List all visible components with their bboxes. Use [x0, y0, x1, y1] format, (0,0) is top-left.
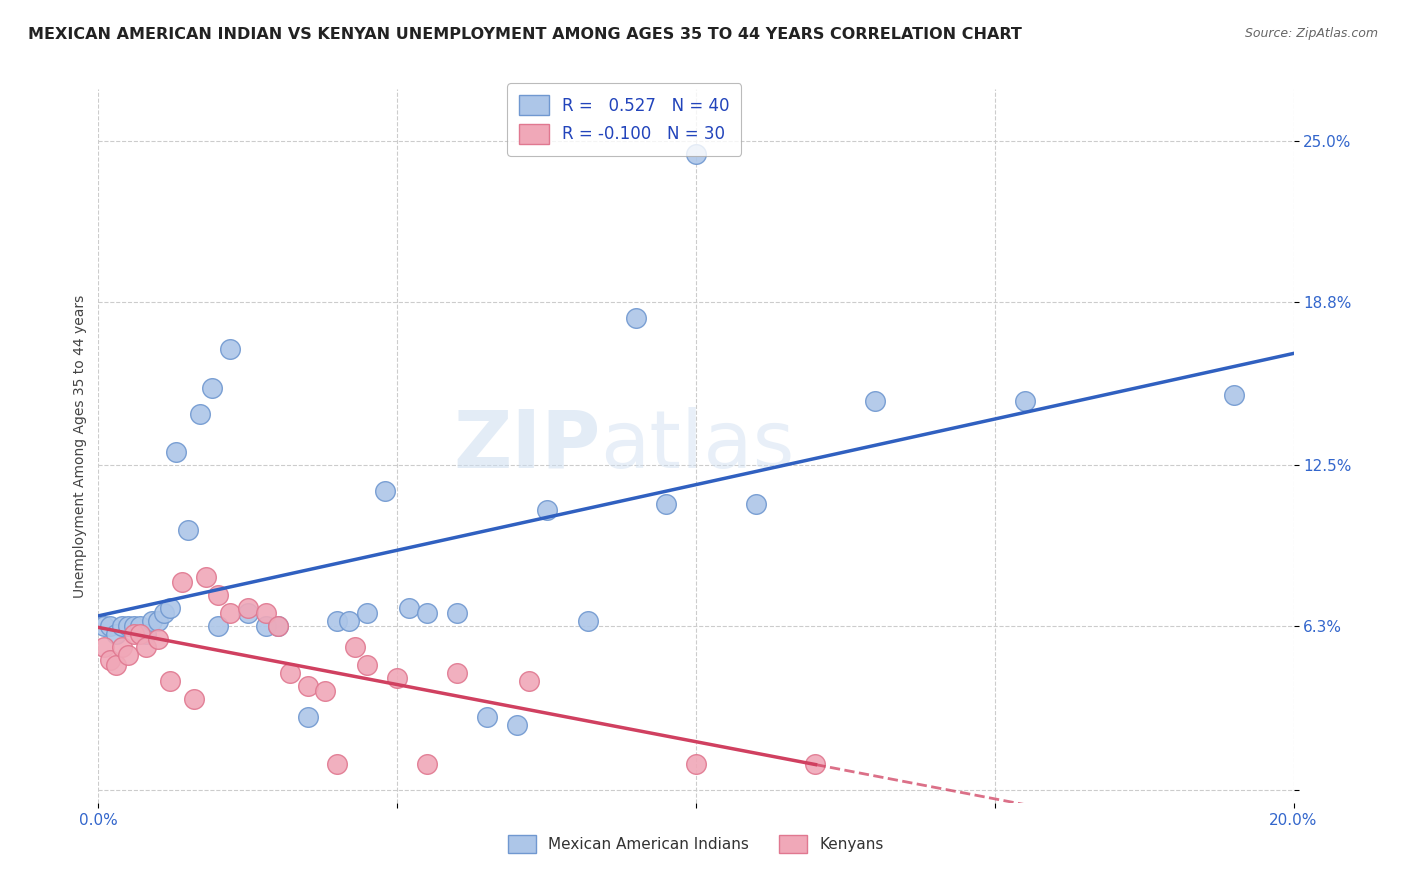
Point	[207, 619, 229, 633]
Point	[188, 407, 211, 421]
Point	[374, 484, 396, 499]
Point	[278, 666, 301, 681]
Point	[398, 601, 420, 615]
Point	[517, 673, 540, 688]
Point	[506, 718, 529, 732]
Point	[129, 627, 152, 641]
Point	[339, 614, 361, 628]
Point	[172, 575, 194, 590]
Point	[129, 619, 152, 633]
Point	[536, 502, 558, 516]
Text: ZIP: ZIP	[453, 407, 600, 485]
Point	[685, 147, 707, 161]
Point	[1014, 393, 1036, 408]
Point	[385, 671, 409, 685]
Point	[475, 710, 498, 724]
Point	[183, 692, 205, 706]
Point	[685, 756, 707, 771]
Text: MEXICAN AMERICAN INDIAN VS KENYAN UNEMPLOYMENT AMONG AGES 35 TO 44 YEARS CORRELA: MEXICAN AMERICAN INDIAN VS KENYAN UNEMPL…	[28, 27, 1022, 42]
Text: Source: ZipAtlas.com: Source: ZipAtlas.com	[1244, 27, 1378, 40]
Point	[326, 614, 349, 628]
Point	[135, 627, 157, 641]
Point	[93, 640, 115, 654]
Point	[124, 619, 146, 633]
Point	[446, 607, 468, 621]
Legend: Mexican American Indians, Kenyans: Mexican American Indians, Kenyans	[502, 829, 890, 859]
Point	[98, 619, 122, 633]
Text: atlas: atlas	[600, 407, 794, 485]
Point	[117, 619, 139, 633]
Point	[201, 381, 224, 395]
Point	[124, 627, 146, 641]
Point	[626, 310, 648, 325]
Point	[159, 601, 181, 615]
Point	[93, 619, 115, 633]
Point	[117, 648, 139, 662]
Point	[135, 640, 157, 654]
Point	[105, 627, 128, 641]
Point	[745, 497, 768, 511]
Point	[267, 619, 290, 633]
Point	[297, 679, 319, 693]
Point	[111, 619, 134, 633]
Point	[578, 614, 600, 628]
Point	[195, 570, 218, 584]
Point	[141, 614, 163, 628]
Point	[297, 710, 319, 724]
Point	[148, 614, 170, 628]
Point	[159, 673, 181, 688]
Point	[219, 607, 242, 621]
Point	[165, 445, 187, 459]
Point	[416, 756, 439, 771]
Point	[148, 632, 170, 647]
Point	[865, 393, 887, 408]
Point	[105, 658, 128, 673]
Point	[254, 607, 277, 621]
Point	[1223, 388, 1246, 402]
Point	[207, 588, 229, 602]
Point	[111, 640, 134, 654]
Point	[655, 497, 678, 511]
Y-axis label: Unemployment Among Ages 35 to 44 years: Unemployment Among Ages 35 to 44 years	[73, 294, 87, 598]
Point	[356, 607, 378, 621]
Point	[254, 619, 277, 633]
Point	[98, 653, 122, 667]
Point	[236, 601, 259, 615]
Point	[315, 684, 337, 698]
Point	[236, 607, 259, 621]
Point	[416, 607, 439, 621]
Point	[326, 756, 349, 771]
Point	[177, 524, 200, 538]
Point	[356, 658, 378, 673]
Point	[446, 666, 468, 681]
Point	[219, 342, 242, 356]
Point	[267, 619, 290, 633]
Point	[804, 756, 827, 771]
Point	[153, 607, 176, 621]
Point	[344, 640, 367, 654]
